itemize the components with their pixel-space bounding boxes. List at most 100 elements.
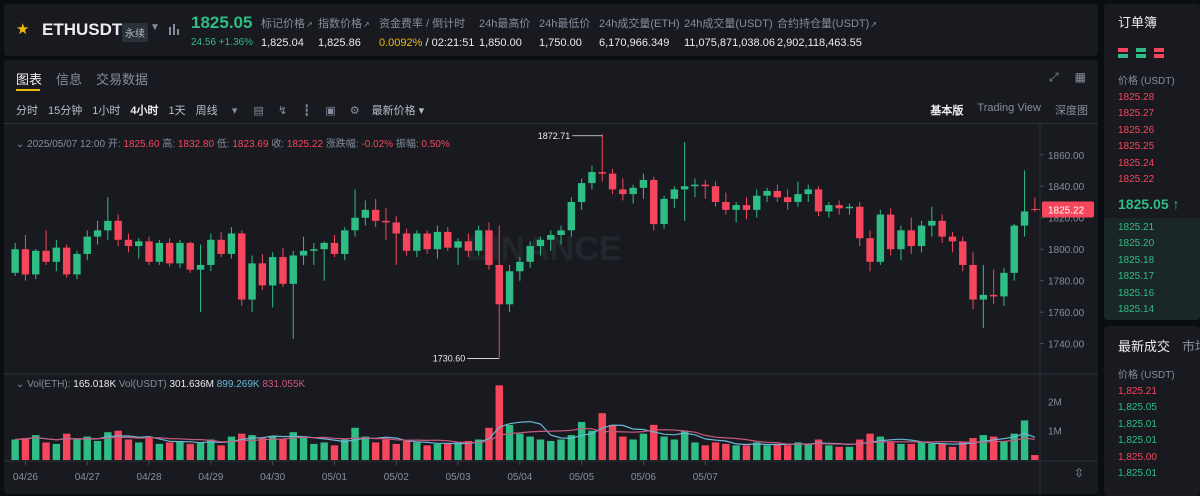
volume-bar[interactable] — [83, 436, 91, 460]
volume-bar[interactable] — [989, 436, 998, 460]
candle-body[interactable] — [114, 220, 122, 240]
volume-bar[interactable] — [351, 427, 359, 460]
candle-body[interactable] — [227, 233, 236, 254]
candle-body[interactable] — [217, 239, 225, 254]
ask-price[interactable]: 1825.22 — [1118, 174, 1155, 185]
volume-bar[interactable] — [742, 445, 751, 460]
candle-body[interactable] — [42, 250, 50, 262]
grid-layout-icon[interactable]: ▦ — [1074, 70, 1086, 84]
volume-bar[interactable] — [392, 443, 400, 460]
orderbook-asks-icon[interactable] — [1154, 48, 1164, 58]
candle-body[interactable] — [258, 263, 267, 286]
volume-bar[interactable] — [11, 439, 19, 461]
candle-body[interactable] — [650, 179, 658, 225]
candle-body[interactable] — [948, 236, 957, 242]
volume-bar[interactable] — [310, 443, 318, 460]
volume-bar[interactable] — [1020, 420, 1029, 460]
interval-15m[interactable]: 15分钟 — [48, 105, 83, 117]
bid-price[interactable]: 1825.14 — [1118, 304, 1155, 315]
ask-price[interactable]: 1825.25 — [1118, 141, 1155, 153]
tab-info[interactable]: 信息 — [56, 72, 83, 87]
volume-bar[interactable] — [341, 439, 349, 461]
candle-body[interactable] — [11, 249, 19, 273]
volume-bar[interactable] — [248, 435, 256, 460]
volume-bar[interactable] — [268, 436, 277, 460]
candle-body[interactable] — [485, 230, 493, 265]
candlestick-chart[interactable]: BINANCE1860.001840.001820.001800.001780.… — [4, 60, 1098, 494]
external-link-icon[interactable]: ↗ — [870, 20, 877, 29]
candle-body[interactable] — [423, 233, 431, 250]
candle-body[interactable] — [382, 220, 390, 223]
volume-bar[interactable] — [464, 440, 473, 460]
volume-bar[interactable] — [21, 438, 30, 460]
volume-bar[interactable] — [670, 439, 679, 461]
volume-bar[interactable] — [866, 433, 874, 460]
volume-bar[interactable] — [444, 443, 452, 460]
volume-bar[interactable] — [722, 443, 730, 460]
volume-bar[interactable] — [629, 439, 637, 461]
candle-body[interactable] — [402, 233, 411, 251]
candle-body[interactable] — [608, 173, 617, 190]
tab-latest-trades[interactable]: 最新成交 — [1118, 339, 1171, 354]
tab-trading-data[interactable]: 交易数据 — [96, 72, 149, 87]
volume-bar[interactable] — [73, 439, 81, 461]
candle-body[interactable] — [598, 172, 606, 174]
volume-bar[interactable] — [979, 435, 988, 460]
volume-bar[interactable] — [516, 433, 524, 460]
candle-body[interactable] — [495, 264, 503, 305]
volume-bar[interactable] — [474, 439, 483, 461]
chart-bars-icon[interactable] — [169, 23, 179, 35]
volume-bar[interactable] — [258, 438, 267, 460]
candle-body[interactable] — [1020, 211, 1029, 226]
volume-bar[interactable] — [227, 436, 236, 460]
volume-bar[interactable] — [938, 443, 946, 460]
candle-body[interactable] — [773, 190, 782, 198]
indicator-icon[interactable]: ↯ — [278, 104, 288, 117]
volume-bar[interactable] — [93, 440, 102, 460]
candle-body[interactable] — [938, 220, 946, 237]
candle-body[interactable] — [660, 198, 668, 225]
volume-bar[interactable] — [186, 443, 194, 460]
orderbook-both-icon[interactable] — [1118, 48, 1128, 58]
candle-body[interactable] — [959, 241, 967, 265]
volume-bar[interactable] — [413, 442, 421, 460]
ask-price[interactable]: 1825.27 — [1118, 108, 1155, 120]
candle-body[interactable] — [722, 201, 730, 210]
candle-body[interactable] — [62, 247, 71, 275]
volume-bar[interactable] — [433, 443, 442, 460]
symbol-name[interactable]: ETHUSDT — [42, 20, 123, 39]
candle-body[interactable] — [732, 205, 740, 210]
candle-body[interactable] — [825, 205, 833, 212]
axis-settings-icon[interactable]: ⇳ — [1073, 466, 1084, 480]
candle-body[interactable] — [104, 220, 112, 231]
volume-bar[interactable] — [691, 442, 699, 460]
volume-bar[interactable] — [835, 446, 843, 460]
interval-1h[interactable]: 1小时 — [92, 105, 121, 117]
candle-body[interactable] — [907, 230, 915, 247]
collapse-chevron-icon[interactable]: ⌄ — [16, 379, 25, 390]
volume-bar[interactable] — [732, 445, 740, 460]
volume-bar[interactable] — [52, 443, 61, 460]
volume-bar[interactable] — [917, 442, 926, 460]
candle-body[interactable] — [866, 238, 874, 262]
volume-bar[interactable] — [814, 439, 823, 461]
candle-body[interactable] — [917, 225, 926, 247]
interval-dropdown-icon[interactable]: ▾ — [231, 104, 238, 117]
view-basic[interactable]: 基本版 — [930, 105, 964, 117]
volume-bar[interactable] — [62, 433, 71, 460]
volume-bar[interactable] — [783, 445, 792, 460]
volume-bar[interactable] — [608, 424, 617, 460]
candle-body[interactable] — [753, 195, 761, 210]
volume-bar[interactable] — [557, 439, 565, 461]
candle-body[interactable] — [238, 233, 246, 300]
candle-body[interactable] — [783, 197, 792, 202]
candle-body[interactable] — [176, 242, 184, 264]
candle-body[interactable] — [433, 231, 442, 250]
volume-bar[interactable] — [495, 385, 503, 460]
candle-body[interactable] — [835, 205, 843, 209]
candle-body[interactable] — [1000, 272, 1008, 297]
candle-body[interactable] — [763, 190, 771, 196]
stat-label[interactable]: 指数价格↗ — [318, 18, 370, 30]
candle-body[interactable] — [351, 217, 359, 231]
candle-body[interactable] — [299, 250, 308, 256]
